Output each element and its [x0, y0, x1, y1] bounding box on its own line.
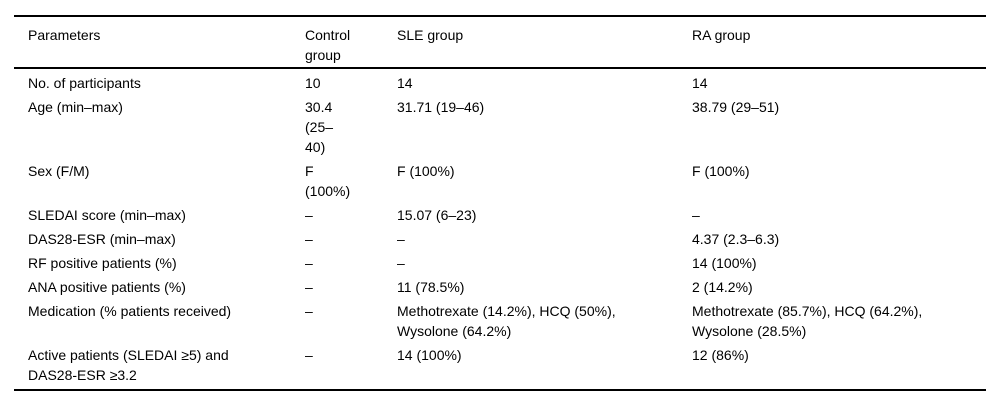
ra-value: 12 (86%) — [692, 347, 749, 363]
sle-value: 14 — [397, 75, 413, 91]
parameter-label: DAS28-ESR (min–max) — [28, 231, 176, 247]
ra-value: 4.37 (2.3–6.3) — [692, 231, 780, 247]
parameter-label: Medication (% patients received) — [28, 303, 232, 319]
table-header-row: Parameters Control group SLE group RA gr… — [14, 16, 986, 69]
control-value: 30.4 (25– 40) — [305, 99, 334, 155]
table-row: No. of participants 10 14 14 — [14, 68, 986, 95]
ra-value: 38.79 (29–51) — [692, 99, 780, 115]
sle-value: – — [397, 231, 405, 247]
ra-value: 14 (100%) — [692, 255, 757, 271]
control-value: – — [305, 207, 313, 223]
sle-value: 11 (78.5%) — [397, 279, 465, 295]
table-row: Active patients (SLEDAI ≥5) and DAS28-ES… — [14, 343, 986, 390]
table-row: DAS28-ESR (min–max) – – 4.37 (2.3–6.3) — [14, 227, 986, 251]
participants-parameters-table: Parameters Control group SLE group RA gr… — [14, 15, 986, 391]
table-row: Sex (F/M) F (100%) F (100%) F (100%) — [14, 159, 986, 203]
control-value: F (100%) — [305, 163, 351, 199]
sle-value: F (100%) — [397, 163, 455, 179]
sle-value: 15.07 (6–23) — [397, 207, 477, 223]
parameter-label: Sex (F/M) — [28, 163, 90, 179]
parameter-label: ANA positive patients (%) — [28, 279, 186, 295]
table-row: RF positive patients (%) – – 14 (100%) — [14, 251, 986, 275]
sle-value: 14 (100%) — [397, 347, 462, 363]
sle-value: 31.71 (19–46) — [397, 99, 485, 115]
ra-value: Methotrexate (85.7%), HCQ (64.2%), Wysol… — [692, 303, 923, 339]
table-row: ANA positive patients (%) – 11 (78.5%) 2… — [14, 275, 986, 299]
control-value: – — [305, 255, 313, 271]
table-row: SLEDAI score (min–max) – 15.07 (6–23) – — [14, 203, 986, 227]
parameter-label: RF positive patients (%) — [28, 255, 177, 271]
parameter-label: Age (min–max) — [28, 99, 123, 115]
control-value: 10 — [305, 75, 321, 91]
column-header-control-group: Control group — [291, 16, 383, 69]
table-row: Age (min–max) 30.4 (25– 40) 31.71 (19–46… — [14, 95, 986, 159]
ra-value: – — [692, 207, 700, 223]
column-header-ra-group: RA group — [678, 16, 986, 69]
control-value: – — [305, 303, 313, 319]
control-value: – — [305, 279, 313, 295]
ra-value: F (100%) — [692, 163, 750, 179]
sle-value: Methotrexate (14.2%), HCQ (50%), Wysolon… — [397, 303, 616, 339]
column-header-parameters: Parameters — [14, 16, 291, 69]
ra-value: 2 (14.2%) — [692, 279, 753, 295]
control-value: – — [305, 347, 313, 363]
table-row: Medication (% patients received) – Metho… — [14, 299, 986, 343]
parameter-label: SLEDAI score (min–max) — [28, 207, 186, 223]
parameter-label: Active patients (SLEDAI ≥5) and DAS28-ES… — [28, 347, 229, 383]
column-header-sle-group: SLE group — [383, 16, 678, 69]
sle-value: – — [397, 255, 405, 271]
control-value: – — [305, 231, 313, 247]
ra-value: 14 — [692, 75, 708, 91]
parameter-label: No. of participants — [28, 75, 141, 91]
